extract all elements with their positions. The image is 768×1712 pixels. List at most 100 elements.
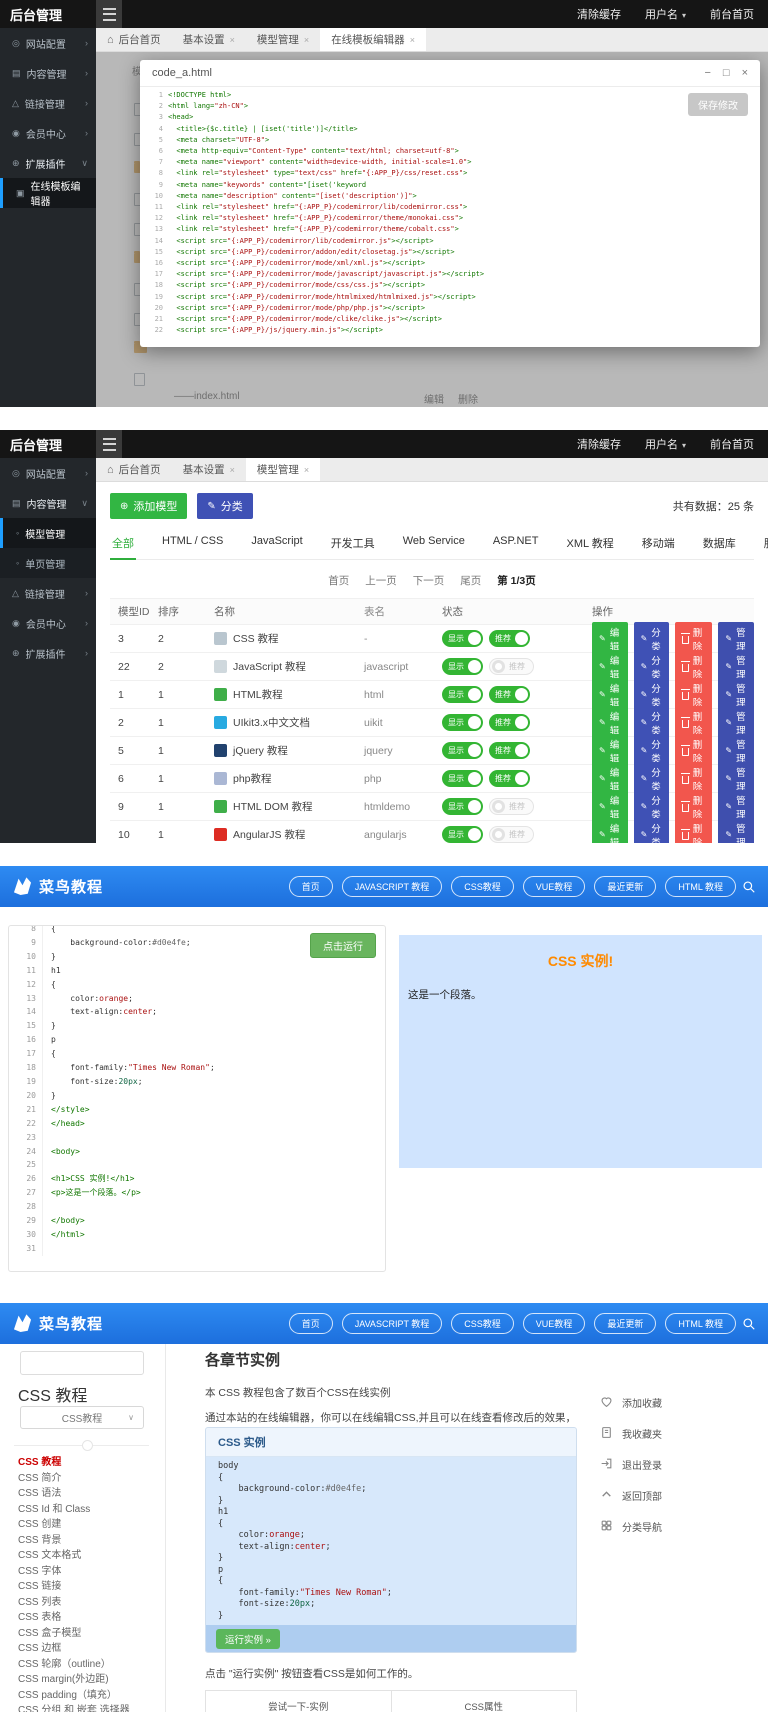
tool-我收藏夹[interactable]: 我收藏夹 bbox=[600, 1418, 662, 1449]
menu-link-CSS 链接[interactable]: CSS 链接 bbox=[18, 1581, 62, 1592]
menu-link-CSS 文本格式[interactable]: CSS 文本格式 bbox=[18, 1550, 82, 1561]
page-link-下一页[interactable]: 下一页 bbox=[412, 575, 445, 587]
filter-tab-全部[interactable]: 全部 bbox=[110, 531, 136, 560]
nav-pill-CSS教程[interactable]: CSS教程 bbox=[451, 1313, 514, 1334]
filter-tab-数据库[interactable]: 数据库 bbox=[702, 538, 736, 550]
filter-tab-Web Service[interactable]: Web Service bbox=[402, 535, 465, 547]
menu-link-CSS 边框[interactable]: CSS 边框 bbox=[18, 1643, 62, 1654]
分类-button[interactable]: ✎ 分类 bbox=[633, 817, 670, 843]
search-button[interactable] bbox=[742, 1317, 756, 1331]
toggle-显示-on[interactable]: 显示 bbox=[442, 714, 483, 731]
page-link-上一页[interactable]: 上一页 bbox=[365, 575, 397, 587]
编辑-button[interactable]: ✎ 编辑 bbox=[592, 817, 628, 843]
toggle-显示-on[interactable]: 显示 bbox=[442, 770, 483, 787]
filter-tab-HTML / CSS[interactable]: HTML / CSS bbox=[162, 535, 224, 547]
tool-添加收藏[interactable]: 添加收藏 bbox=[600, 1387, 662, 1418]
search-button[interactable] bbox=[742, 880, 756, 894]
filter-tab-ASP.NET[interactable]: ASP.NET bbox=[492, 535, 539, 547]
menu-toggle-button[interactable] bbox=[96, 430, 122, 458]
menu-toggle-button[interactable] bbox=[96, 0, 122, 28]
toggle-推荐-on[interactable]: 推荐 bbox=[489, 686, 530, 703]
tab-后台首页[interactable]: ⌂ 后台首页 bbox=[96, 28, 172, 51]
toggle-显示-on[interactable]: 显示 bbox=[442, 826, 483, 843]
nav-pill-CSS教程[interactable]: CSS教程 bbox=[451, 876, 514, 897]
filter-tab-移动端[interactable]: 移动端 bbox=[641, 538, 675, 550]
sidebar-item-在线模板编辑器[interactable]: ▣ 在线模板编辑器 bbox=[0, 178, 96, 208]
toggle-显示-on[interactable]: 显示 bbox=[442, 686, 483, 703]
tool-返回顶部[interactable]: 返回顶部 bbox=[600, 1480, 662, 1511]
sidebar-item-内容管理[interactable]: ▤ 内容管理 › bbox=[0, 58, 96, 88]
filter-tab-开发工具[interactable]: 开发工具 bbox=[330, 538, 375, 550]
menu-link-CSS margin(外边距)[interactable]: CSS margin(外边距) bbox=[18, 1674, 109, 1685]
toggle-显示-on[interactable]: 显示 bbox=[442, 630, 483, 647]
close-tab-icon[interactable]: × bbox=[229, 34, 235, 45]
run-code-button[interactable]: 点击运行 bbox=[310, 933, 376, 958]
css-code-editor[interactable]: 8{9 background-color:#d0e4fe; 10} 11 h1 12{1… bbox=[15, 926, 383, 1271]
tool-退出登录[interactable]: 退出登录 bbox=[600, 1449, 662, 1480]
page-link-尾页[interactable]: 尾页 bbox=[460, 575, 482, 587]
toggle-推荐-on[interactable]: 推荐 bbox=[489, 742, 530, 759]
front-home-link[interactable]: 前台首页 bbox=[710, 439, 754, 451]
nav-pill-VUE教程[interactable]: VUE教程 bbox=[522, 876, 586, 897]
toggle-推荐-off[interactable]: 推荐 bbox=[489, 826, 534, 843]
runoob-logo[interactable]: 菜鸟教程 bbox=[12, 876, 103, 897]
maximize-icon[interactable]: □ bbox=[722, 67, 730, 79]
menu-link-CSS 字体[interactable]: CSS 字体 bbox=[18, 1565, 62, 1577]
close-icon[interactable]: × bbox=[741, 67, 748, 79]
tab-基本设置[interactable]: 基本设置 × bbox=[172, 458, 246, 481]
nav-pill-VUE教程[interactable]: VUE教程 bbox=[522, 1313, 586, 1334]
username-menu[interactable]: 用户名 ▾ bbox=[644, 9, 686, 21]
add-model-button[interactable]: ⊕ 添加模型 bbox=[110, 493, 188, 519]
menu-link-CSS 轮廓（outline）[interactable]: CSS 轮廓（outline） bbox=[18, 1658, 111, 1670]
toggle-推荐-on[interactable]: 推荐 bbox=[489, 714, 530, 731]
menu-link-CSS 列表[interactable]: CSS 列表 bbox=[18, 1596, 62, 1608]
nav-pill-HTML 教程[interactable]: HTML 教程 bbox=[665, 876, 736, 897]
filter-tab-服务端[interactable]: 服务端 bbox=[762, 531, 768, 559]
管理-button[interactable]: ✎ 管理 bbox=[718, 817, 754, 843]
sidebar-item-内容管理[interactable]: ▤ 内容管理 ∨ bbox=[0, 488, 96, 518]
sidebar-item-扩展插件[interactable]: ⊕ 扩展插件 › bbox=[0, 638, 96, 668]
nav-pill-首页[interactable]: 首页 bbox=[288, 1313, 333, 1334]
close-tab-icon[interactable]: × bbox=[303, 464, 310, 475]
tab-模型管理[interactable]: 模型管理 × bbox=[246, 28, 320, 51]
clear-cache-link[interactable]: 清除缓存 bbox=[576, 439, 621, 451]
background-edit-link[interactable]: 编辑 bbox=[424, 395, 444, 406]
toggle-推荐-off[interactable]: 推荐 bbox=[489, 798, 534, 815]
close-tab-icon[interactable]: × bbox=[229, 464, 235, 475]
toggle-显示-on[interactable]: 显示 bbox=[442, 658, 483, 675]
sidebar-item-单页管理[interactable]: ◦ 单页管理 bbox=[0, 548, 96, 578]
sidebar-item-模型管理[interactable]: ◦ 模型管理 bbox=[0, 518, 96, 548]
nav-pill-最近更新[interactable]: 最近更新 bbox=[594, 876, 657, 897]
menu-link-CSS Id 和 Class[interactable]: CSS Id 和 Class bbox=[18, 1503, 91, 1515]
page-link-首页[interactable]: 首页 bbox=[328, 575, 350, 587]
sidebar-item-扩展插件[interactable]: ⊕ 扩展插件 ∨ bbox=[0, 148, 96, 178]
sidebar-item-网站配置[interactable]: ◎ 网站配置 › bbox=[0, 28, 96, 58]
toggle-推荐-on[interactable]: 推荐 bbox=[489, 770, 530, 787]
nav-pill-HTML 教程[interactable]: HTML 教程 bbox=[665, 1313, 736, 1334]
category-button[interactable]: ✎ 分类 bbox=[197, 493, 253, 519]
background-delete-link[interactable]: 删除 bbox=[458, 395, 478, 406]
toggle-推荐-off[interactable]: 推荐 bbox=[489, 658, 534, 675]
toggle-显示-on[interactable]: 显示 bbox=[442, 742, 483, 759]
tab-基本设置[interactable]: 基本设置 × bbox=[172, 28, 246, 51]
code-editor[interactable]: 1 <!DOCTYPE html> 2 <html lang="zh-CN"> 3 <he… bbox=[146, 90, 754, 343]
nav-pill-最近更新[interactable]: 最近更新 bbox=[594, 1313, 657, 1334]
sidebar-item-会员中心[interactable]: ◉ 会员中心 › bbox=[0, 608, 96, 638]
username-menu[interactable]: 用户名 ▾ bbox=[644, 439, 686, 451]
table-cell[interactable]: 尝试一下-实例 bbox=[206, 1691, 392, 1712]
sidebar-item-会员中心[interactable]: ◉ 会员中心 › bbox=[0, 118, 96, 148]
menu-link-CSS 表格[interactable]: CSS 表格 bbox=[18, 1612, 62, 1623]
filter-tab-JavaScript[interactable]: JavaScript bbox=[251, 535, 303, 547]
filter-tab-XML 教程[interactable]: XML 教程 bbox=[566, 538, 614, 550]
sidebar-item-网站配置[interactable]: ◎ 网站配置 › bbox=[0, 458, 96, 488]
run-example-button[interactable]: 运行实例 » bbox=[216, 1628, 280, 1649]
toggle-显示-on[interactable]: 显示 bbox=[442, 798, 483, 815]
clear-cache-link[interactable]: 清除缓存 bbox=[576, 9, 621, 21]
menu-link-CSS 简介[interactable]: CSS 简介 bbox=[18, 1472, 62, 1484]
menu-link-CSS 背景[interactable]: CSS 背景 bbox=[18, 1534, 62, 1546]
toggle-推荐-on[interactable]: 推荐 bbox=[489, 630, 530, 647]
tab-在线模板编辑器[interactable]: 在线模板编辑器 × bbox=[320, 28, 426, 51]
close-tab-icon[interactable]: × bbox=[303, 34, 310, 45]
menu-link-CSS padding（填充）[interactable]: CSS padding（填充） bbox=[18, 1689, 117, 1701]
sidebar-item-链接管理[interactable]: △ 链接管理 › bbox=[0, 88, 96, 118]
